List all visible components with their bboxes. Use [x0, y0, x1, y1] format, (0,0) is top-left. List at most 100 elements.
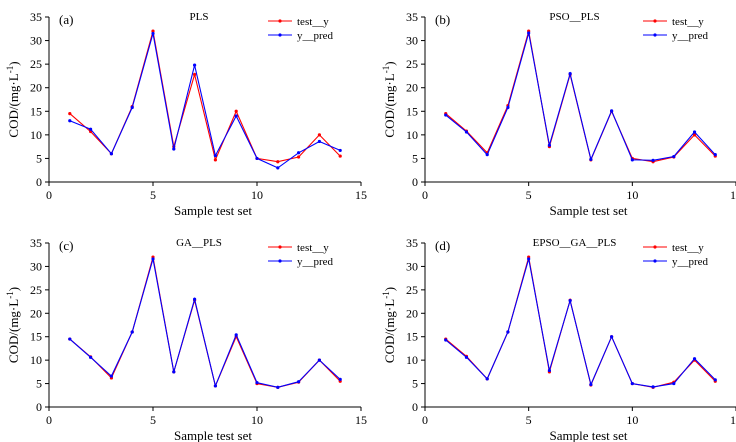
x-tick-label: 15	[730, 188, 736, 202]
chart-panel-0: 0 5 10 15 20 25 30 35 0 5 10 15 Sample test set COD/(…	[5, 10, 367, 218]
data-point-test-y	[276, 160, 280, 164]
legend-label: test__y	[672, 242, 704, 254]
y-tick-label: 30	[30, 34, 42, 48]
legend-marker	[653, 33, 657, 37]
y-tick-label: 0	[36, 175, 42, 189]
series-line-test-y	[69, 256, 341, 388]
data-point-y-pred	[547, 368, 552, 373]
x-tick-label: 0	[422, 188, 428, 202]
data-point-y-pred	[547, 143, 552, 147]
y-tick-label: 10	[406, 353, 418, 367]
x-tick-label: 10	[251, 413, 263, 427]
legend-marker	[278, 245, 282, 249]
y-tick-label: 25	[406, 283, 418, 297]
legend-marker	[278, 19, 282, 23]
y-tick-label: 30	[406, 34, 418, 48]
y-tick-label: 5	[36, 151, 42, 165]
series-line-y-pred	[445, 258, 716, 388]
y-axis-title-superscript: -1	[381, 291, 391, 299]
legend-label: test__y	[672, 16, 704, 28]
data-point-y-pred	[464, 130, 469, 134]
data-point-y-pred	[672, 381, 676, 386]
data-point-y-pred	[485, 153, 489, 157]
panel-title: PSO__PLS	[549, 11, 599, 23]
data-point-y-pred	[193, 297, 197, 301]
y-axis-title: COD/(mg·L-1)	[381, 287, 397, 363]
y-tick-label: 0	[412, 400, 418, 414]
x-tick-label: 5	[526, 188, 532, 202]
y-tick-label: 30	[406, 259, 418, 273]
x-tick-label: 0	[46, 413, 52, 427]
y-tick-label: 35	[30, 10, 42, 24]
data-point-y-pred	[506, 105, 510, 110]
data-point-y-pred	[89, 355, 93, 359]
data-point-test-y	[692, 133, 697, 137]
y-axis-title-end: )	[382, 61, 397, 65]
chart-panel-2: 0 5 10 15 20 25 30 35 0 5 10 15 Sample test set COD/(…	[5, 236, 367, 442]
y-tick-label: 10	[30, 128, 42, 142]
y-tick-label: 0	[36, 400, 42, 414]
data-point-y-pred	[172, 370, 176, 374]
legend-marker	[278, 33, 282, 37]
data-point-y-pred	[630, 158, 634, 162]
panel-tag: (c)	[59, 238, 73, 253]
x-axis-title: Sample test set	[550, 203, 628, 218]
x-tick-label: 15	[730, 413, 736, 427]
legend-marker	[653, 19, 657, 23]
data-point-y-pred	[297, 151, 301, 155]
data-point-y-pred	[151, 31, 155, 36]
data-point-test-y	[213, 158, 217, 162]
data-point-y-pred	[464, 355, 469, 359]
y-axis-title: COD/(mg·L-1)	[5, 61, 21, 137]
y-axis-title-end: )	[6, 61, 21, 65]
legend-marker	[653, 259, 657, 263]
data-point-y-pred	[172, 147, 176, 151]
data-point-y-pred	[297, 380, 301, 384]
legend-label: test__y	[297, 16, 329, 28]
data-point-y-pred	[713, 153, 717, 157]
data-point-y-pred	[213, 384, 217, 388]
y-tick-label: 15	[30, 104, 42, 118]
panel-title: PLS	[190, 11, 209, 23]
y-tick-label: 35	[406, 10, 418, 24]
data-point-y-pred	[713, 378, 717, 382]
data-point-y-pred	[568, 299, 572, 303]
panel-tag: (d)	[435, 238, 450, 253]
y-tick-label: 25	[30, 283, 42, 297]
data-point-y-pred	[109, 152, 113, 156]
y-tick-label: 15	[406, 104, 418, 118]
data-point-y-pred	[255, 381, 259, 385]
data-point-y-pred	[338, 148, 342, 153]
y-tick-label: 20	[406, 81, 418, 95]
y-tick-label: 15	[30, 330, 42, 344]
data-point-y-pred	[692, 357, 697, 361]
y-tick-label: 20	[406, 306, 418, 320]
y-tick-label: 20	[30, 81, 42, 95]
data-point-y-pred	[651, 385, 655, 389]
y-tick-label: 30	[30, 259, 42, 273]
data-point-test-y	[193, 72, 197, 77]
y-tick-label: 35	[406, 236, 418, 250]
y-tick-label: 20	[30, 306, 42, 320]
data-point-test-y	[338, 154, 342, 158]
y-axis-title: COD/(mg·L-1)	[5, 287, 21, 363]
data-point-y-pred	[276, 385, 280, 389]
data-point-y-pred	[68, 337, 72, 341]
y-axis-title-end: )	[6, 287, 21, 291]
legend-label: y__pred	[672, 30, 709, 42]
legend-marker	[653, 245, 657, 249]
y-tick-label: 10	[30, 353, 42, 367]
data-point-y-pred	[276, 166, 280, 170]
x-axis-title: Sample test set	[174, 203, 252, 218]
panel-title: GA__PLS	[176, 237, 222, 249]
data-point-test-y	[297, 155, 301, 159]
x-tick-label: 15	[355, 413, 367, 427]
data-point-y-pred	[630, 381, 634, 386]
y-tick-label: 5	[412, 151, 418, 165]
data-point-y-pred	[568, 71, 572, 76]
data-point-test-y	[151, 29, 155, 33]
data-point-y-pred	[338, 377, 342, 381]
y-axis-title-superscript: -1	[5, 66, 15, 74]
legend-marker	[278, 259, 282, 263]
